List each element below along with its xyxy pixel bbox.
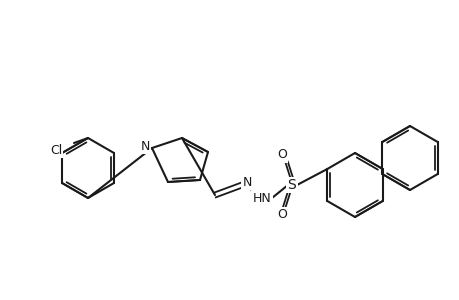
Text: HN: HN: [252, 191, 271, 205]
Text: N: N: [140, 140, 149, 152]
Text: S: S: [287, 178, 296, 192]
Text: O: O: [276, 148, 286, 161]
Text: N: N: [242, 176, 251, 188]
Text: O: O: [276, 208, 286, 221]
Text: Cl: Cl: [50, 143, 62, 157]
